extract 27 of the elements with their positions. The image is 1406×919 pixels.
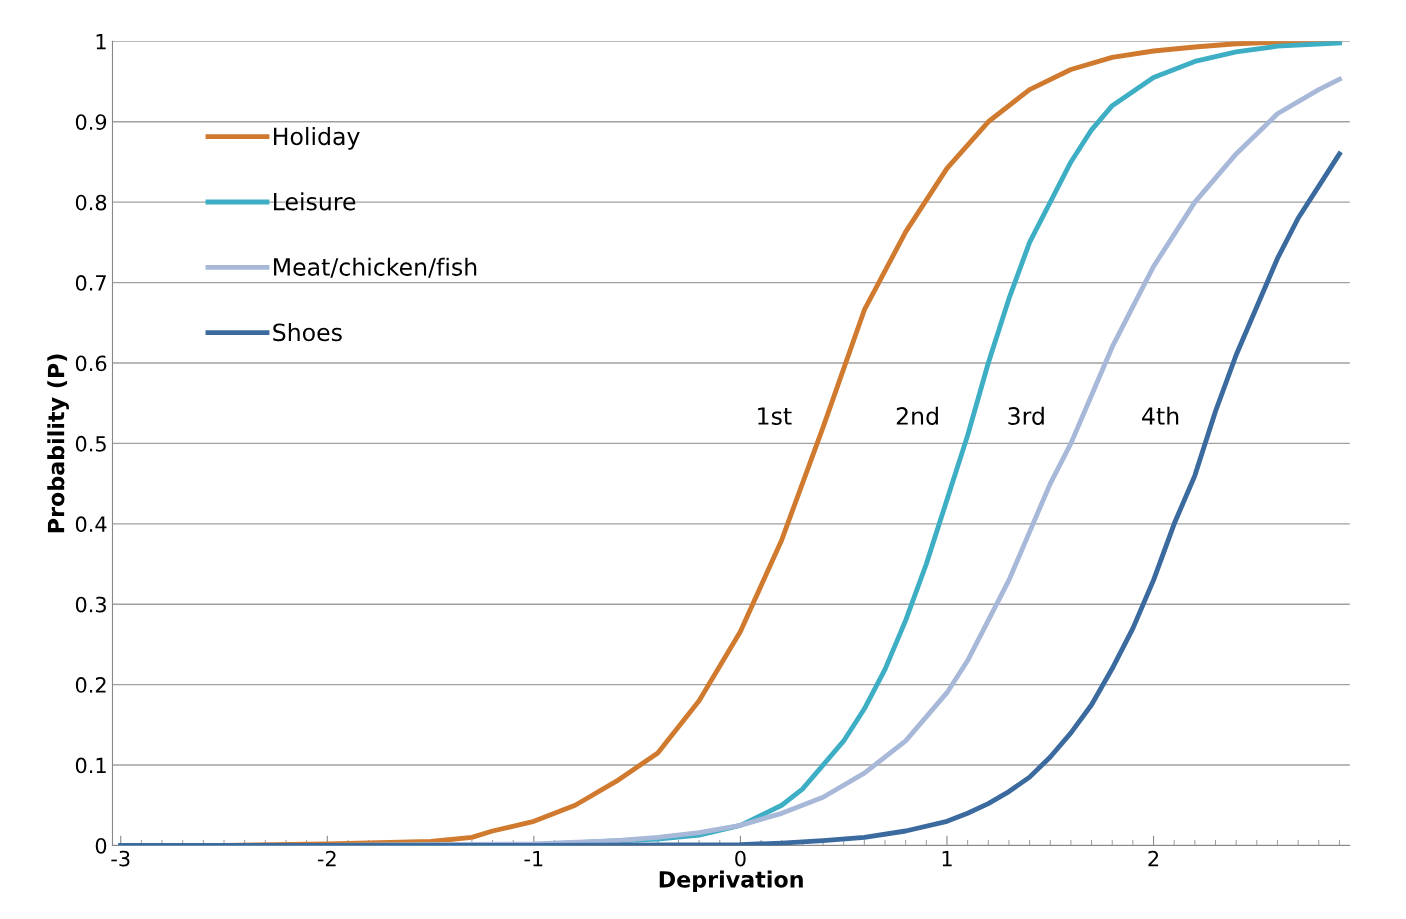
x-tick-label: 2 [1148,850,1159,867]
x-tick-label: -3 [111,850,130,867]
y-tick-label: 0.6 [75,355,107,372]
y-tick-label: 0.5 [75,435,106,452]
x-tick-label: 0 [735,850,746,867]
y-tick-label: 0.9 [75,114,107,130]
legend-label: Leisure [274,192,356,211]
legend-label: Meat/chicken/fish [274,257,477,278]
annotation: 3rd [1008,406,1044,425]
y-axis-title: Probability (P) [47,354,69,533]
annotation: 4th [1142,406,1179,425]
x-tick-label: -1 [524,850,543,867]
x-axis-title: Deprivation [659,870,803,893]
y-tick-label: 0.1 [75,757,106,774]
x-tick-label: 1 [942,850,952,867]
annotation: 1st [758,407,792,425]
y-tick-label: 0.2 [75,677,106,693]
y-tick-label: 0.4 [75,516,107,533]
y-tick-label: 0.3 [75,596,106,613]
y-tick-label: 0.8 [75,194,107,211]
annotation: 2nd [896,406,938,425]
x-tick-label: -2 [317,850,336,867]
y-tick-label: 0.7 [75,275,106,291]
legend-label: Holiday [274,126,360,150]
legend-label: Shoes [273,322,342,342]
y-tick-label: 1 [96,34,106,50]
y-tick-label: 0 [95,837,107,854]
